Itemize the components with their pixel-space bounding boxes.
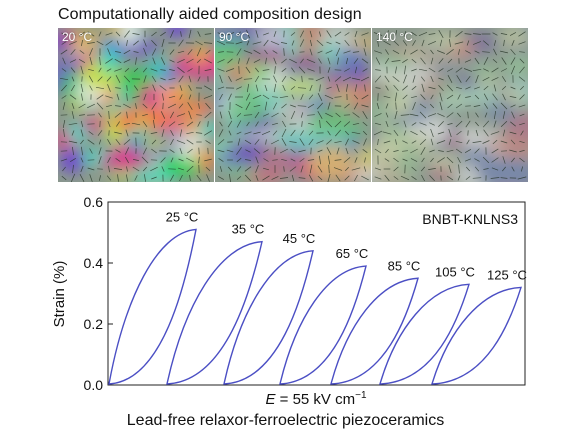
- panel-temperature-label: 20 °C: [62, 30, 93, 44]
- domain-map-image: [215, 28, 371, 182]
- panel-temperature-label: 140 °C: [376, 30, 413, 44]
- domain-map-image: [372, 28, 528, 182]
- y-tick-label: 0.4: [84, 255, 104, 271]
- plot-frame: [107, 201, 526, 386]
- strain-loop-4: [330, 277, 419, 385]
- panel-temperature-label: 90 °C: [219, 30, 250, 44]
- y-tick-label: 0.2: [84, 316, 104, 332]
- domain-map-image: [58, 28, 214, 182]
- x-axis-label-exponent: −1: [355, 390, 367, 401]
- y-axis-ticks: 0.0 0.2 0.4 0.6: [84, 194, 113, 393]
- domain-map-panel-20c: 20 °C: [58, 28, 214, 182]
- y-tick-label: 0.6: [84, 194, 104, 210]
- temperature-label: 105 °C: [435, 264, 475, 279]
- bottom-title: Lead-free relaxor-ferroelectric piezocer…: [126, 412, 445, 429]
- temperature-label: 85 °C: [388, 258, 421, 273]
- temperature-label: 45 °C: [283, 231, 316, 246]
- strain-loops: 25 °C 35 °C 45 °C 65 °C 85 °C 105 °C 125 °C: [108, 209, 527, 385]
- temperature-label: 65 °C: [336, 246, 369, 261]
- y-axis-label: Strain (%): [51, 261, 68, 328]
- strain-loop-6: [431, 286, 522, 385]
- sample-annotation: BNBT-KNLNS3: [422, 211, 518, 227]
- strain-loop-2: [223, 250, 314, 385]
- temperature-label: 25 °C: [166, 209, 199, 224]
- strain-loop-3: [279, 265, 367, 385]
- top-title: Computationally aided composition design: [58, 6, 362, 23]
- temperature-label: 125 °C: [487, 267, 527, 282]
- strain-loop-0: [108, 228, 197, 385]
- strain-loop-1: [166, 240, 263, 385]
- temperature-label: 35 °C: [232, 222, 265, 237]
- domain-map-panel-90c: 90 °C: [215, 28, 371, 182]
- strain-field-chart: 0.0 0.2 0.4 0.6 Strain (%) E = 55 kV cm−1 B…: [51, 194, 527, 408]
- x-axis-label: E = 55 kV cm−1: [265, 390, 366, 408]
- strain-loop-5: [379, 283, 470, 385]
- x-axis-label-symbol: E: [265, 391, 276, 408]
- domain-map-panel-140c: 140 °C: [372, 28, 528, 182]
- x-axis-label-value: = 55 kV cm: [275, 391, 355, 408]
- y-tick-label: 0.0: [84, 377, 104, 393]
